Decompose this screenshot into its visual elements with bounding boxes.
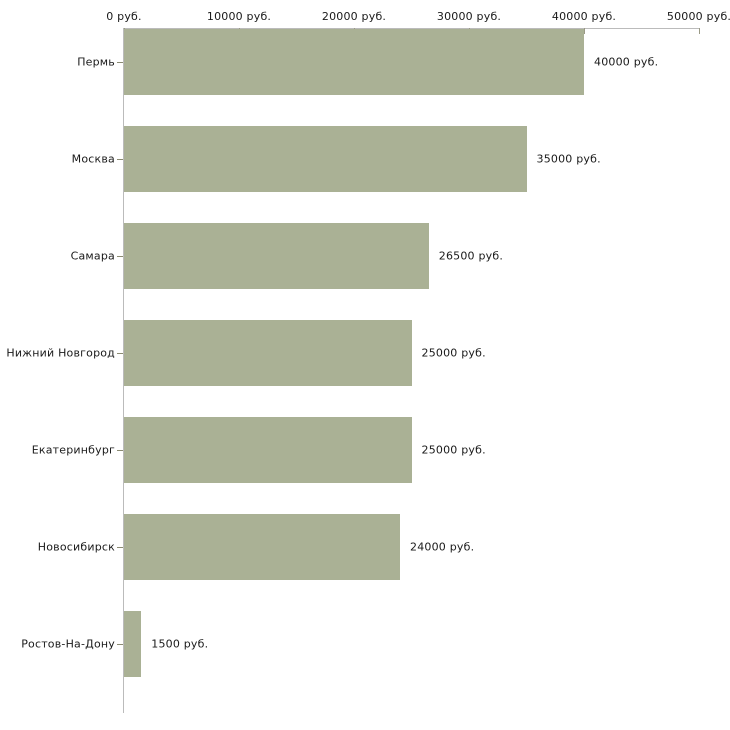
y-axis-tick bbox=[117, 353, 123, 354]
category-label: Екатеринбург bbox=[31, 443, 115, 457]
bar[interactable] bbox=[124, 611, 142, 677]
bar[interactable] bbox=[124, 514, 400, 580]
y-axis-tick bbox=[117, 644, 123, 645]
y-axis-tick bbox=[117, 450, 123, 451]
bar-value-label: 1500 руб. bbox=[151, 637, 209, 651]
y-axis-line bbox=[123, 28, 124, 713]
x-axis-tick-label: 40000 руб. bbox=[551, 10, 617, 23]
bar[interactable] bbox=[124, 223, 429, 289]
y-axis-tick bbox=[117, 159, 123, 160]
y-axis-tick bbox=[117, 547, 123, 548]
bar-value-label: 24000 руб. bbox=[410, 540, 475, 554]
x-axis-tick-label: 20000 руб. bbox=[321, 10, 387, 23]
x-axis-tick bbox=[699, 28, 700, 34]
x-axis-tick-label: 10000 руб. bbox=[206, 10, 272, 23]
category-label: Новосибирск bbox=[37, 540, 115, 554]
category-label: Нижний Новгород bbox=[6, 346, 115, 360]
bar[interactable] bbox=[124, 126, 527, 192]
y-axis-tick bbox=[117, 256, 123, 257]
bar[interactable] bbox=[124, 417, 412, 483]
category-label: Самара bbox=[70, 249, 115, 263]
bar[interactable] bbox=[124, 29, 584, 95]
bar-value-label: 40000 руб. bbox=[594, 55, 659, 69]
bar-value-label: 25000 руб. bbox=[421, 443, 486, 457]
bar-value-label: 35000 руб. bbox=[536, 152, 601, 166]
bar-value-label: 25000 руб. bbox=[421, 346, 486, 360]
category-label: Москва bbox=[71, 152, 115, 166]
y-axis-tick bbox=[117, 62, 123, 63]
bar-value-label: 26500 руб. bbox=[438, 249, 504, 263]
category-label: Пермь bbox=[77, 55, 115, 69]
x-axis-tick-label: 50000 руб. bbox=[666, 10, 730, 23]
bar[interactable] bbox=[124, 320, 412, 386]
x-axis-tick-label: 0 руб. bbox=[106, 10, 142, 23]
category-label: Ростов-На-Дону bbox=[21, 637, 115, 651]
x-axis-tick bbox=[584, 28, 585, 34]
x-axis-line bbox=[124, 28, 699, 29]
x-axis-tick-label: 30000 руб. bbox=[436, 10, 502, 23]
